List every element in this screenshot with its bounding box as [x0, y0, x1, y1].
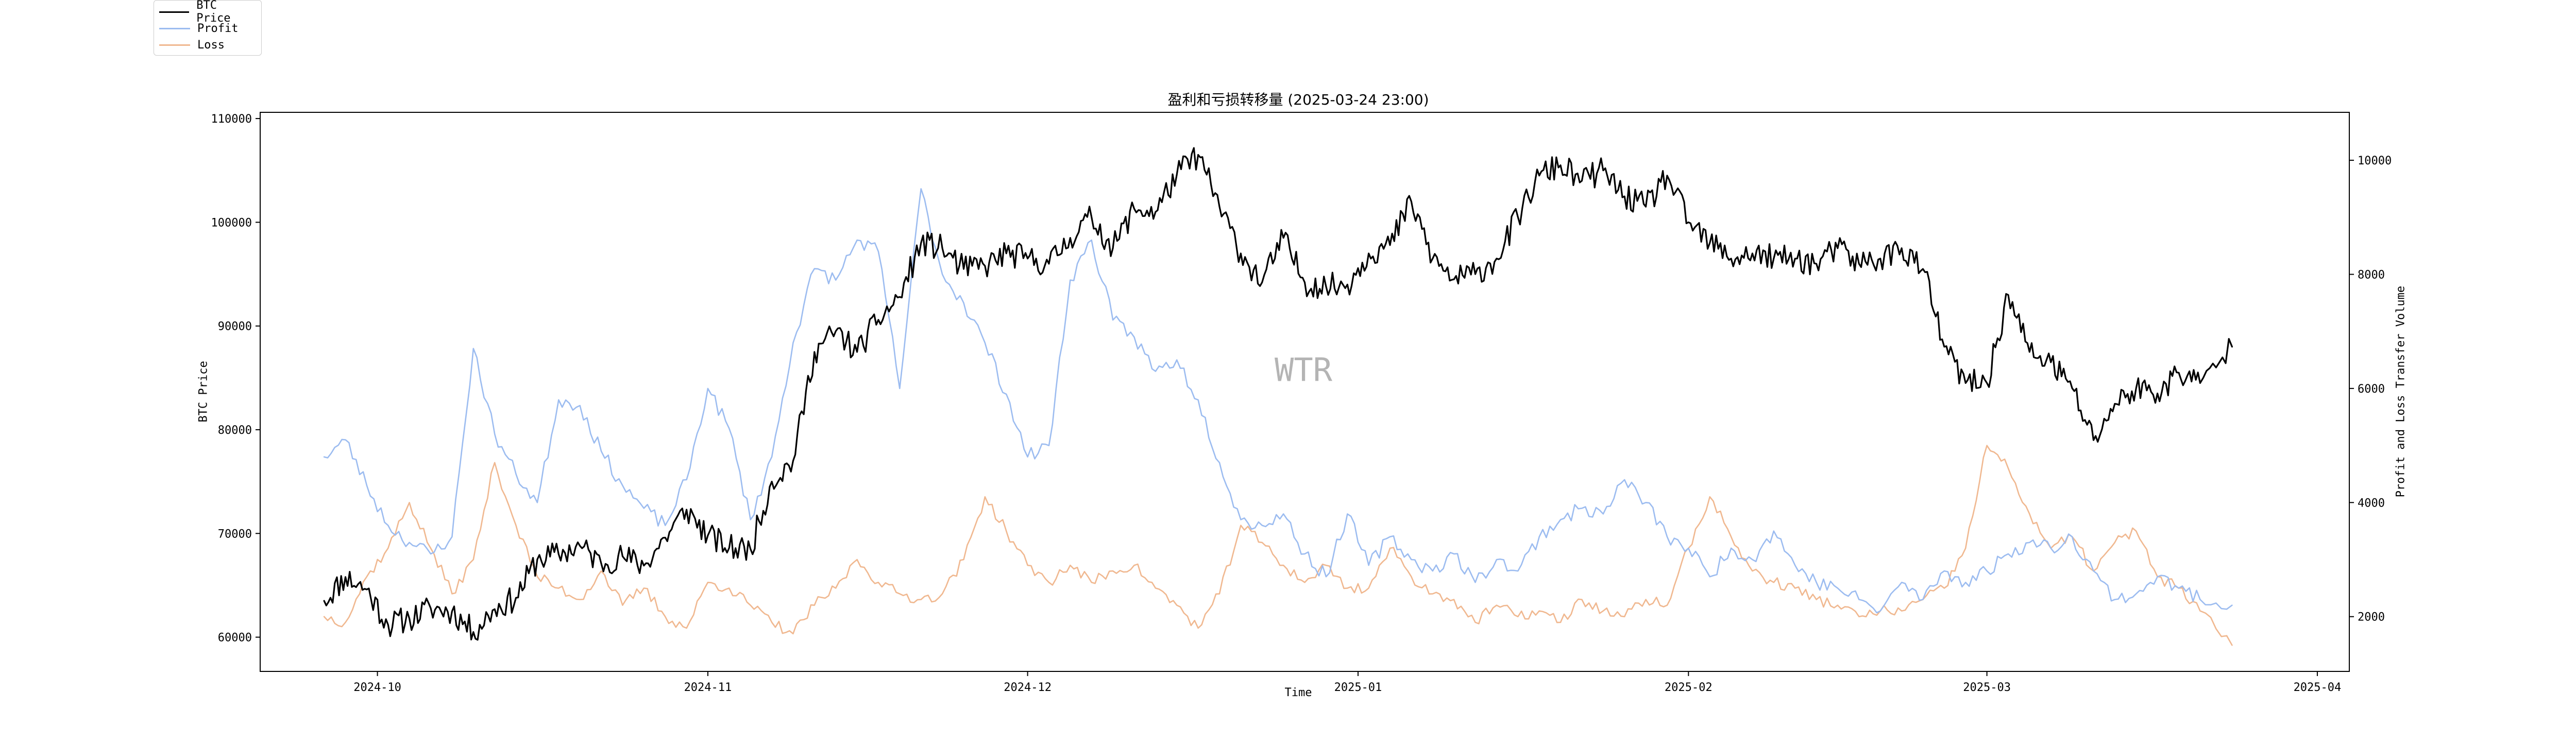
plot-lines — [323, 147, 2233, 646]
watermark: WTR — [1275, 351, 1332, 389]
series-line-profit — [323, 188, 2233, 614]
plot-frame — [260, 112, 2350, 672]
x-tick-label: 2024-11 — [684, 681, 732, 694]
y-right-tick-label: 6000 — [2358, 383, 2385, 396]
x-axis-label: Time — [1284, 686, 1312, 699]
x-tick-label: 2025-03 — [1963, 681, 2011, 694]
chart-title: 盈利和亏损转移量 (2025-03-24 23:00) — [1167, 91, 1429, 108]
y-left-tick-label: 110000 — [211, 113, 252, 126]
legend-swatch-loss — [159, 44, 190, 46]
legend-swatch-profit — [159, 27, 190, 29]
legend-label-btc-price: BTC Price — [196, 0, 231, 25]
y-left-tick-label: 70000 — [218, 528, 252, 541]
y-right-tick-label: 2000 — [2358, 611, 2385, 624]
legend-swatch-btc-price — [159, 11, 190, 13]
axis-ticks: 2024-10 2024-11 2024-12 2025-01 2025-02 2025-… — [211, 113, 2392, 694]
y-axis-left-label: BTC Price — [197, 361, 210, 423]
legend-label-profit: Profit — [197, 22, 239, 35]
legend-item-loss: Loss — [159, 37, 256, 53]
y-left-tick-label: 90000 — [218, 321, 252, 333]
legend: BTC Price Profit Loss — [154, 0, 262, 56]
series-line-loss — [323, 445, 2233, 646]
y-left-tick-label: 100000 — [211, 216, 252, 229]
x-tick-label: 2024-12 — [1004, 681, 1052, 694]
y-right-tick-label: 8000 — [2358, 268, 2385, 281]
y-left-tick-label: 60000 — [218, 632, 252, 645]
legend-item-profit: Profit — [159, 20, 256, 37]
legend-label-loss: Loss — [197, 38, 225, 52]
y-left-tick-label: 80000 — [218, 424, 252, 437]
x-tick-label: 2024-10 — [353, 681, 401, 694]
x-tick-label: 2025-01 — [1334, 681, 1382, 694]
x-tick-label: 2025-04 — [2294, 681, 2342, 694]
x-tick-label: 2025-02 — [1665, 681, 1713, 694]
series-line-btc-price — [323, 147, 2233, 641]
legend-item-btc-price: BTC Price — [159, 0, 256, 25]
y-right-tick-label: 4000 — [2358, 497, 2385, 510]
y-right-tick-label: 10000 — [2358, 155, 2392, 167]
y-axis-right-label: Profit and Loss Transfer Volume — [2394, 285, 2408, 498]
